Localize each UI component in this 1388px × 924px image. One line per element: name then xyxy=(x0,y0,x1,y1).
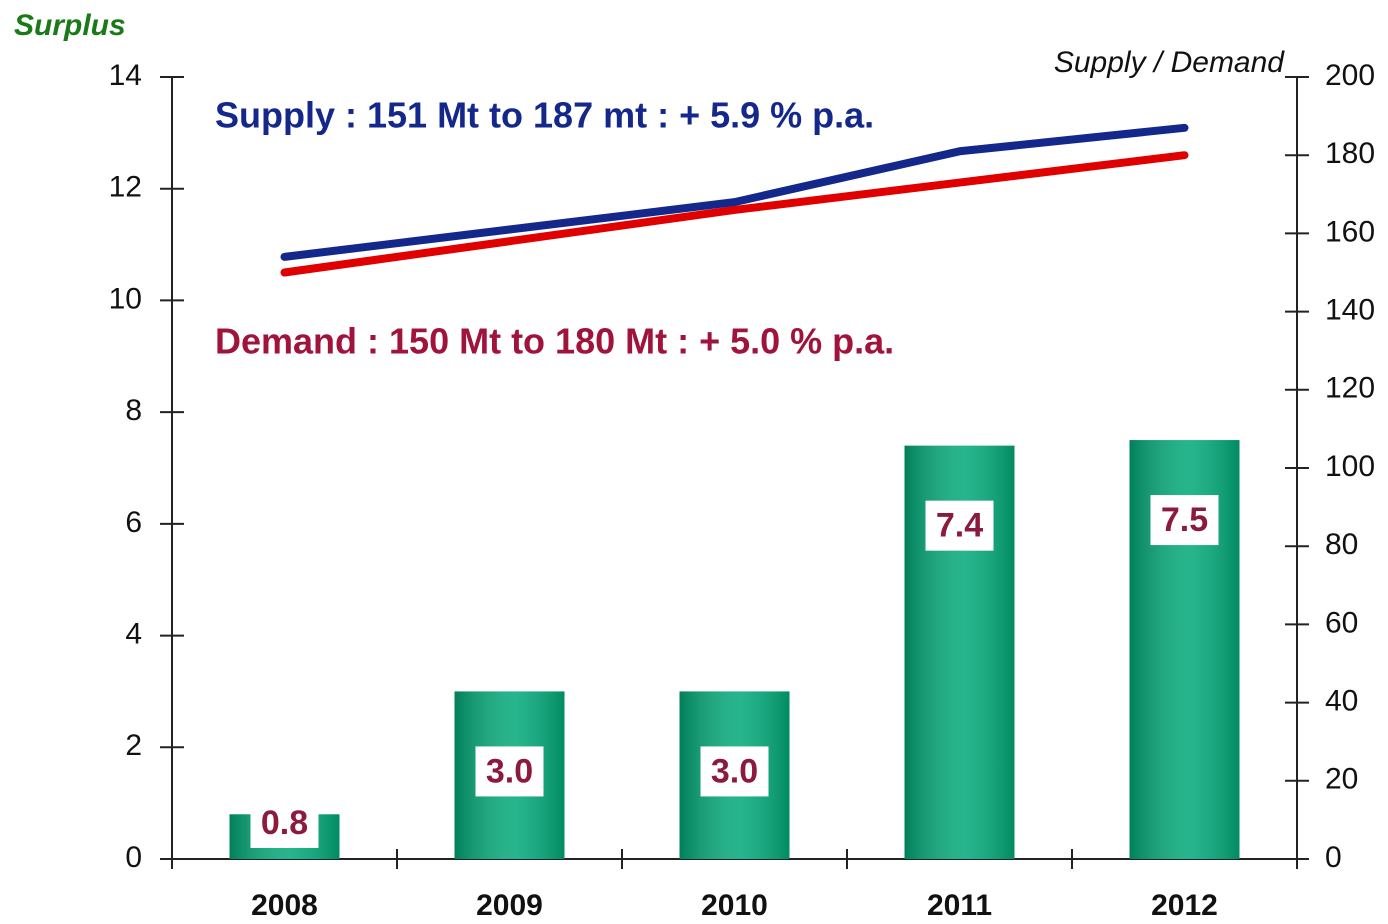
x-tick-label: 2008 xyxy=(251,889,318,922)
line-series xyxy=(280,151,1189,277)
annotation: Demand : 150 Mt to 180 Mt : + 5.0 % p.a. xyxy=(215,321,894,362)
value-label: 0.8 xyxy=(261,804,308,842)
value-label-box xyxy=(475,746,544,797)
value-label: 7.5 xyxy=(1161,501,1208,539)
y2-tick-label: 100 xyxy=(1325,450,1375,483)
y-axis-label: Surplus xyxy=(14,9,126,42)
y-tick-label: 2 xyxy=(125,729,142,762)
y2-axis-label: Supply / Demand xyxy=(1054,46,1285,79)
annotation: Supply : 151 Mt to 187 mt : + 5.9 % p.a. xyxy=(215,95,874,136)
value-label: 3.0 xyxy=(711,752,758,790)
y2-tick-label: 80 xyxy=(1325,528,1358,561)
y2-tick-label: 160 xyxy=(1325,215,1375,248)
y-tick-label: 12 xyxy=(109,171,142,204)
value-label: 3.0 xyxy=(486,752,533,790)
y2-tick-label: 40 xyxy=(1325,685,1358,718)
y-tick-label: 14 xyxy=(109,59,142,92)
y2-tick-label: 20 xyxy=(1325,763,1358,796)
y-tick-label: 4 xyxy=(125,617,142,650)
value-label-box xyxy=(700,746,769,797)
y-tick-label: 10 xyxy=(109,282,142,315)
x-tick-label: 2011 xyxy=(927,889,992,922)
y-tick-label: 0 xyxy=(125,841,142,874)
x-tick-label: 2012 xyxy=(1151,889,1218,922)
value-label-box xyxy=(925,500,994,551)
y-tick-label: 8 xyxy=(125,394,142,427)
y2-tick-label: 120 xyxy=(1325,372,1375,405)
y2-tick-label: 200 xyxy=(1325,59,1375,92)
value-label-box xyxy=(250,798,319,848)
value-label-box xyxy=(1150,495,1219,546)
y-tick-label: 6 xyxy=(125,506,142,539)
y2-tick-label: 140 xyxy=(1325,294,1375,327)
y2-tick-label: 180 xyxy=(1325,137,1375,170)
value-label: 7.4 xyxy=(936,507,983,545)
line-series xyxy=(280,123,1189,261)
y2-tick-label: 0 xyxy=(1325,841,1342,874)
x-tick-label: 2009 xyxy=(476,889,543,922)
y2-tick-label: 60 xyxy=(1325,606,1358,639)
x-tick-label: 2010 xyxy=(701,889,768,922)
